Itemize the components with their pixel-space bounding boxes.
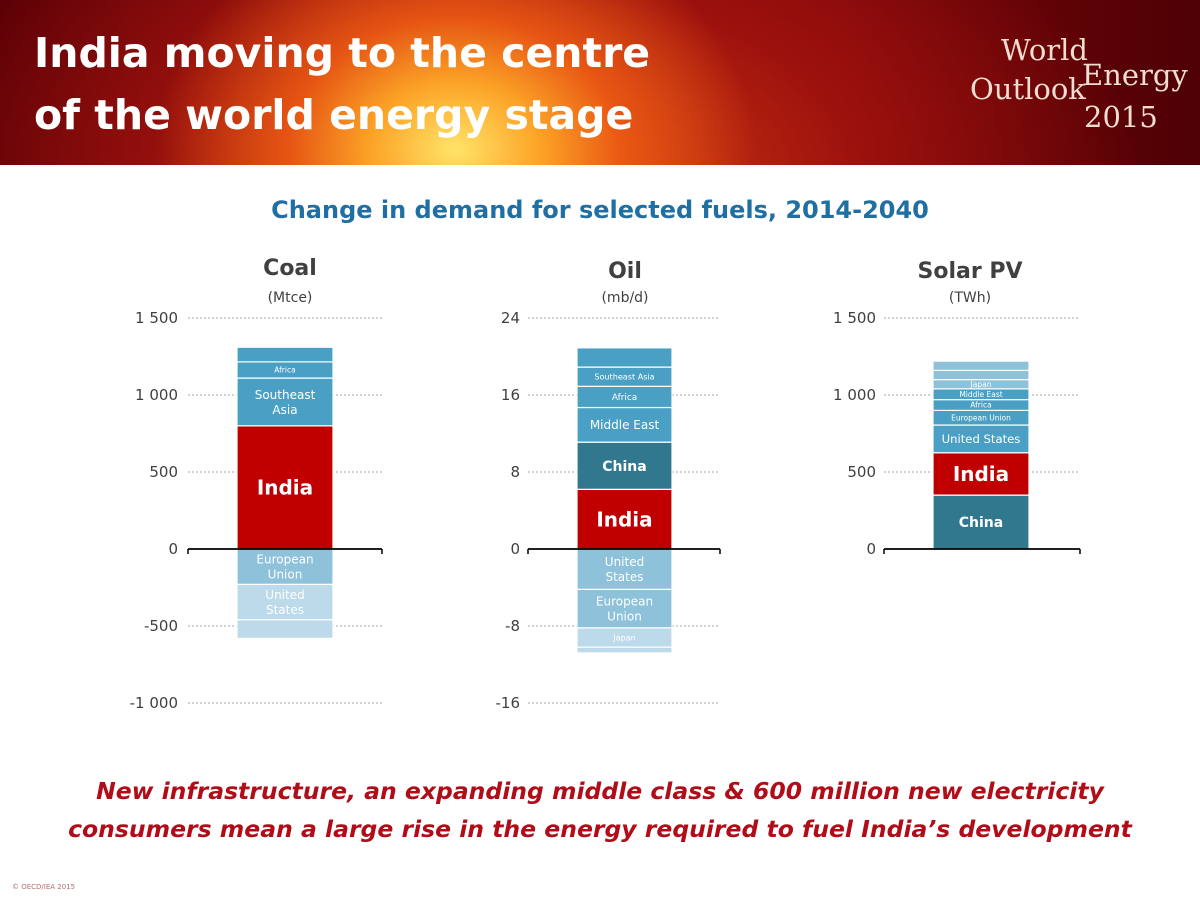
- oil-label-middle-east: Middle East: [590, 418, 660, 432]
- solar-segment: [932, 360, 1030, 371]
- oil-segment-european-union: [576, 588, 673, 629]
- logo-year: 2015: [1084, 100, 1158, 134]
- copyright-notice: © OECD/IEA 2015: [12, 883, 76, 891]
- solar-label-china: China: [959, 515, 1003, 531]
- coal-segment: [236, 346, 334, 363]
- coal-label-southeast-asia: Southeast Asia: [255, 388, 316, 417]
- oil-label-southeast-asia: Southeast Asia: [594, 372, 654, 382]
- coal-panel-unit: (Mtce): [267, 290, 313, 306]
- coal-segment-southeast-asia: [236, 377, 334, 427]
- solar-segment-china: [932, 494, 1030, 550]
- oil-tick-label: -16: [496, 694, 521, 712]
- tagline-line-1: New infrastructure, an expanding middle …: [96, 777, 1104, 805]
- oil-panel-unit: (mb/d): [601, 290, 649, 306]
- oil-segment-united-states: [576, 548, 673, 591]
- coal-label-european-union: European Union: [256, 553, 313, 582]
- oil-label-china: China: [602, 459, 646, 475]
- coal-tick-label: -1 000: [130, 694, 178, 712]
- logo-word-energy: Energy: [1082, 58, 1188, 92]
- solar-tick-label: 1 000: [833, 386, 876, 404]
- header-banner: India moving to the centre of the world e…: [0, 0, 1200, 165]
- chart-subtitle: Change in demand for selected fuels, 201…: [271, 196, 929, 224]
- coal-panel-title: Coal: [263, 256, 317, 281]
- oil-tick-label: -8: [505, 617, 520, 635]
- title-line-1: India moving to the centre: [34, 29, 651, 77]
- logo-word-outlook: Outlook: [970, 72, 1086, 106]
- solar-panel-unit: (TWh): [948, 290, 992, 306]
- solar-label-india: India: [953, 462, 1009, 486]
- oil-label-european-union: European Union: [596, 594, 653, 623]
- title-line-2: of the world energy stage: [34, 91, 634, 139]
- solar-segment: [932, 369, 1030, 381]
- solar-label-united-states: United States: [942, 432, 1021, 446]
- coal-tick-label: 0: [168, 540, 178, 558]
- oil-tick-label: 16: [501, 386, 520, 404]
- oil-panel-title: Oil: [608, 259, 642, 284]
- oil-segment-china: [576, 441, 673, 490]
- oil-segment: [576, 347, 673, 368]
- coal-tick-label: 1 500: [135, 309, 178, 327]
- coal-tick-label: 500: [149, 463, 178, 481]
- slide-title: India moving to the centre of the world e…: [34, 22, 754, 146]
- oil-label-india: India: [596, 507, 652, 531]
- logo-word-world: World: [1001, 33, 1088, 67]
- coal-label-india: India: [257, 476, 313, 500]
- solar-tick-label: 500: [847, 463, 876, 481]
- oil-label-africa: Africa: [612, 393, 637, 403]
- coal-tick-label: -500: [144, 617, 178, 635]
- oil-segment-india: [576, 488, 673, 550]
- coal-tick-label: 1 000: [135, 386, 178, 404]
- oil-segment: [576, 646, 673, 654]
- oil-segment-middle-east: [576, 406, 673, 443]
- solar-tick-label: 1 500: [833, 309, 876, 327]
- solar-panel-title: Solar PV: [917, 259, 1023, 284]
- coal-label-africa: Africa: [274, 366, 295, 375]
- solar-tick-label: 0: [866, 540, 876, 558]
- solar-label-japan: Japan: [970, 380, 992, 389]
- oil-label-united-states: United States: [605, 555, 644, 584]
- solar-segment-india: [932, 452, 1030, 496]
- oil-tick-label: 24: [501, 309, 520, 327]
- coal-segment: [236, 619, 334, 639]
- tagline: New infrastructure, an expanding middle …: [0, 772, 1200, 848]
- tagline-line-2: consumers mean a large rise in the energ…: [68, 815, 1132, 843]
- coal-segment-european-union: [236, 548, 334, 586]
- solar-label-africa: Africa: [970, 401, 991, 410]
- coal-segment-united-states: [236, 583, 334, 621]
- oil-tick-label: 0: [510, 540, 520, 558]
- solar-label-middle-east: Middle East: [959, 390, 1002, 399]
- coal-label-united-states: United States: [265, 588, 304, 617]
- oil-label-japan: Japan: [612, 632, 636, 642]
- oil-tick-label: 8: [510, 463, 520, 481]
- solar-label-european-union: European Union: [951, 413, 1011, 422]
